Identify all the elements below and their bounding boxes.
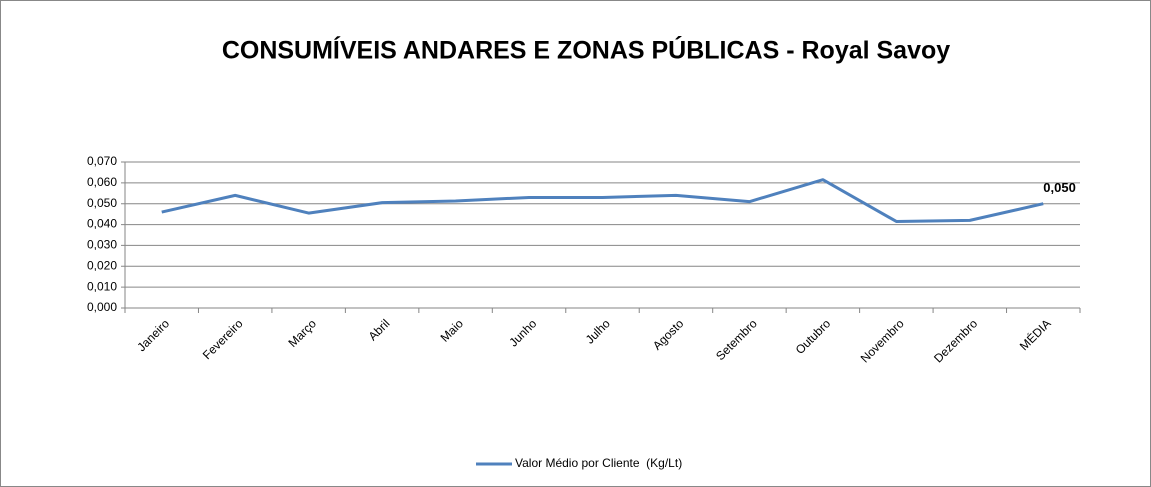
legend-label: Valor Médio por Cliente (Kg/Lt): [515, 456, 682, 470]
y-tick-label: 0,030: [87, 238, 117, 252]
y-tick-label: 0,060: [87, 175, 117, 189]
data-label: 0,050: [1043, 180, 1076, 195]
y-tick-label: 0,040: [87, 217, 117, 231]
y-tick-label: 0,050: [87, 196, 117, 210]
y-tick-label: 0,070: [87, 154, 117, 168]
line: [161, 178, 1044, 223]
y-tick-label: 0,000: [87, 300, 117, 314]
y-tick-label: 0,020: [87, 258, 117, 272]
chart-title: CONSUMÍVEIS ANDARES E ZONAS PÚBLICAS - R…: [222, 35, 950, 65]
y-tick-label: 0,010: [87, 279, 117, 293]
